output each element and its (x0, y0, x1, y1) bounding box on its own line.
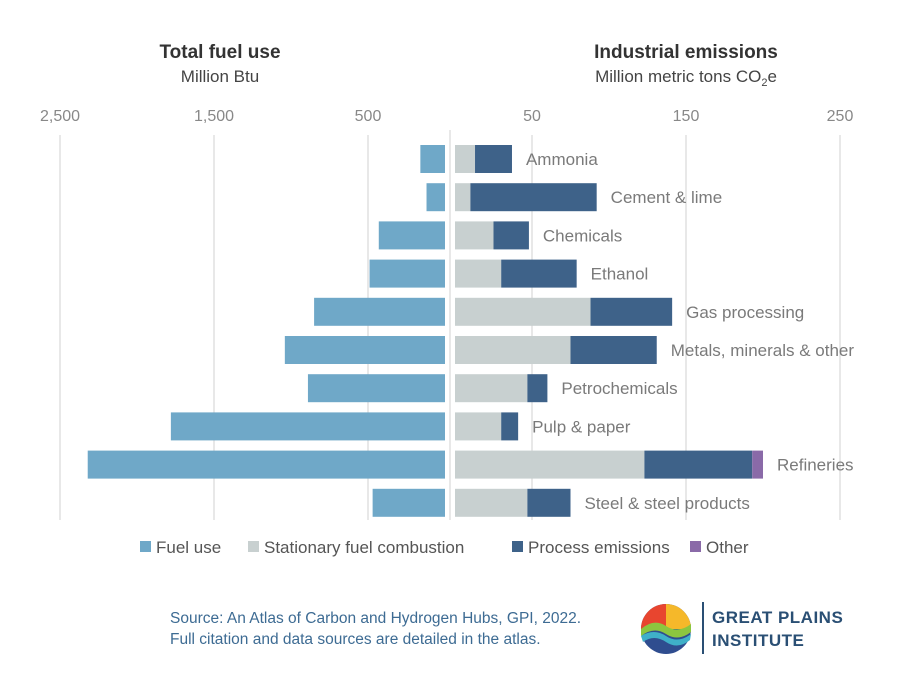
stationary-bar (455, 488, 528, 517)
source-line-1: Source: An Atlas of Carbon and Hydrogen … (170, 610, 581, 627)
fuel-use-bar (307, 374, 445, 403)
legend: Fuel use Stationary fuel combustion Proces… (140, 538, 749, 557)
stationary-bar (455, 374, 528, 403)
process-bar (570, 336, 657, 364)
right-panel-title: Industrial emissions (594, 42, 778, 63)
source-line-2: Full citation and data sources are detai… (170, 631, 541, 648)
stationary-bar (455, 183, 471, 212)
legend-item: Other (690, 538, 749, 557)
process-bar (644, 450, 753, 479)
stationary-bar (455, 450, 645, 479)
stationary-bar (455, 145, 476, 173)
chart: Total fuel use Million Btu Industrial em… (40, 42, 854, 557)
gpi-logo: GREAT PLAINS INSTITUTE (640, 602, 880, 658)
legend-swatch (512, 541, 523, 552)
fuel-use-bar (369, 259, 445, 288)
source-note: Source: An Atlas of Carbon and Hydrogen … (170, 608, 581, 650)
stationary-bar (455, 221, 494, 250)
legend-label: Fuel use (156, 538, 221, 557)
legend-label: Stationary fuel combustion (264, 538, 464, 557)
category-label: Ammonia (526, 150, 598, 169)
legend-swatch (140, 541, 151, 552)
fuel-use-bar (378, 221, 445, 250)
process-bar (493, 221, 529, 250)
legend-label: Other (706, 538, 749, 557)
tick-label-left: 2,500 (40, 108, 80, 125)
fuel-use-bar (87, 450, 445, 479)
category-label: Chemicals (543, 226, 622, 245)
process-bar (501, 412, 519, 441)
logo-line-1: GREAT PLAINS (712, 608, 844, 627)
process-bar (590, 297, 673, 326)
other-bar (752, 450, 763, 479)
fuel-use-bar (314, 297, 445, 326)
category-label: Steel & steel products (585, 494, 750, 513)
fuel-use-bar (284, 336, 445, 364)
category-label: Pulp & paper (532, 417, 631, 436)
process-bar (527, 488, 571, 517)
process-bar (470, 183, 597, 212)
logo-text: GREAT PLAINS INSTITUTE (712, 606, 843, 652)
category-labels: Ammonia Cement & lime Chemicals Ethanol Gas … (526, 150, 854, 513)
tick-label-right: 50 (523, 108, 541, 125)
fuel-use-bar (420, 145, 445, 173)
legend-item: Process emissions (512, 538, 670, 557)
left-panel-title: Total fuel use (159, 42, 280, 63)
stationary-bar (455, 412, 502, 441)
tick-label-left: 1,500 (194, 108, 234, 125)
category-label: Petrochemicals (561, 379, 677, 398)
process-bar (475, 145, 512, 173)
legend-item: Fuel use (140, 538, 221, 557)
legend-item: Stationary fuel combustion (248, 538, 464, 557)
left-panel-subtitle: Million Btu (181, 67, 259, 86)
legend-swatch (248, 541, 259, 552)
category-label: Ethanol (591, 265, 649, 284)
fuel-use-bar (426, 183, 445, 212)
stationary-bar (455, 297, 591, 326)
tick-label-right: 150 (673, 108, 700, 125)
fuel-use-bars (87, 145, 445, 517)
fuel-use-bar (170, 412, 445, 441)
category-label: Cement & lime (611, 188, 722, 207)
category-label: Refineries (777, 456, 854, 475)
logo-divider (702, 602, 704, 654)
stationary-bar (455, 259, 502, 288)
logo-line-2: INSTITUTE (712, 631, 805, 650)
category-label: Gas processing (686, 303, 804, 322)
legend-swatch (690, 541, 701, 552)
process-bar (527, 374, 548, 403)
category-label: Metals, minerals & other (671, 341, 855, 360)
tick-label-right: 250 (827, 108, 854, 125)
right-panel-subtitle: Million metric tons CO2e (595, 67, 777, 89)
tick-label-left: 500 (355, 108, 382, 125)
stationary-bar (455, 336, 571, 364)
emissions-bars (455, 145, 763, 517)
gpi-logo-mark (641, 604, 691, 654)
fuel-use-bar (372, 488, 445, 517)
axis-ticks: 2,500 1,500 500 50 150 250 (40, 108, 853, 125)
legend-label: Process emissions (528, 538, 670, 557)
process-bar (501, 259, 577, 288)
